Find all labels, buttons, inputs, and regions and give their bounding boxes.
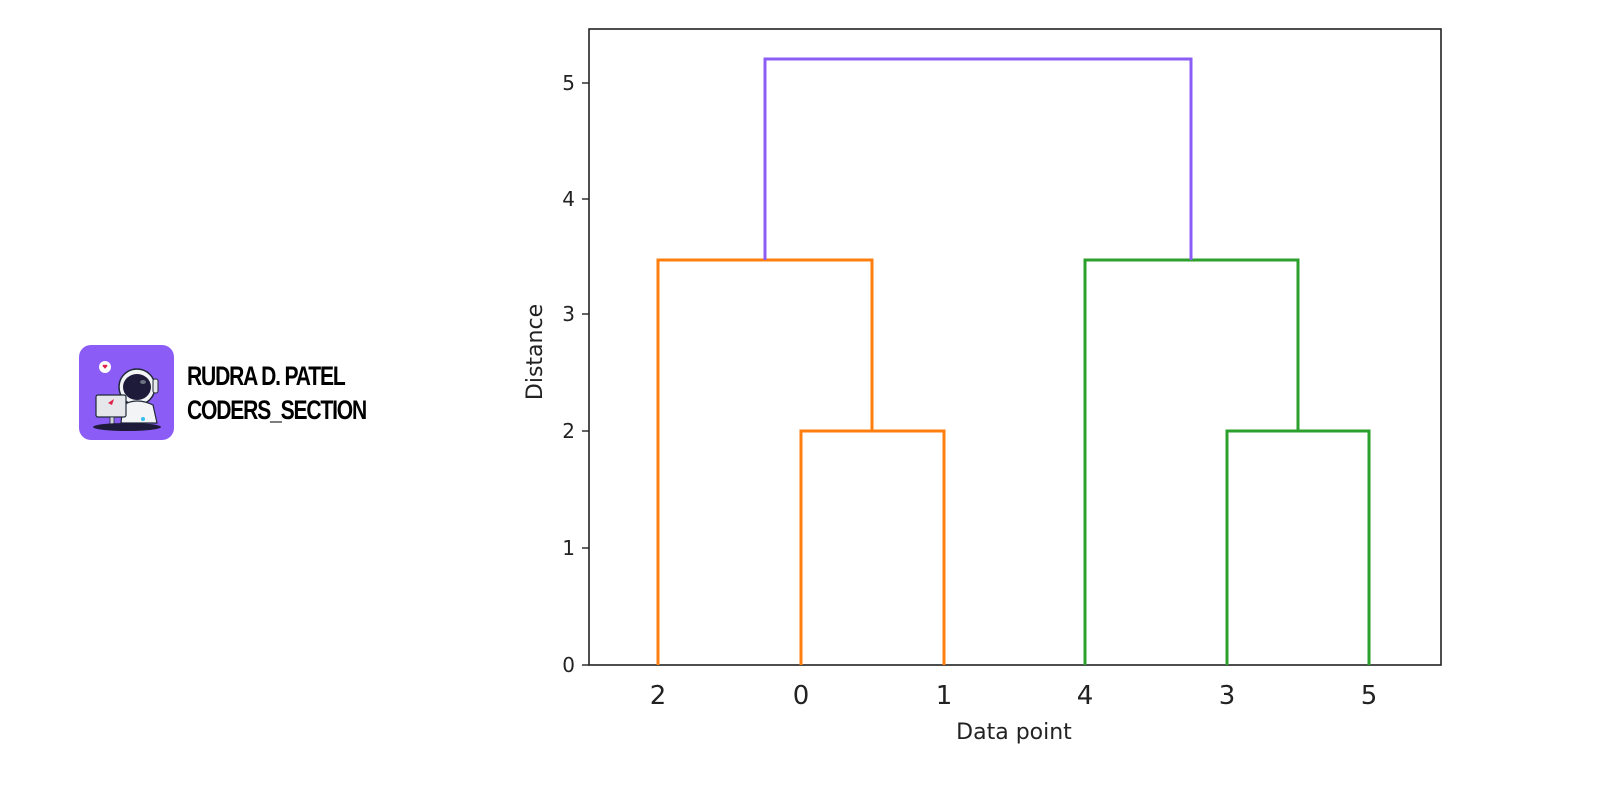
x-tick-leaf-0: 2 <box>650 681 667 711</box>
x-tick-leaf-2: 1 <box>936 681 953 711</box>
x-axis: 2 0 1 4 3 5 Data point <box>650 681 1378 745</box>
y-tick-5: 5 <box>562 71 575 95</box>
link-3-5 <box>1225 429 1371 665</box>
branding: RUDRA D. PATEL CODERS_SECTION <box>79 345 417 440</box>
x-axis-label: Data point <box>956 720 1072 745</box>
x-tick-leaf-3: 4 <box>1077 681 1094 711</box>
brand-name: RUDRA D. PATEL CODERS_SECTION <box>187 359 367 427</box>
plot-frame <box>588 28 1442 666</box>
y-tick-2: 2 <box>562 419 575 443</box>
x-tick-leaf-4: 3 <box>1219 681 1236 711</box>
x-tick-leaf-1: 0 <box>793 681 810 711</box>
link-root <box>763 57 1193 260</box>
y-axis: 0 1 2 3 4 5 Distance <box>523 71 589 677</box>
y-axis-label: Distance <box>523 304 548 400</box>
link-4-35 <box>1083 258 1300 665</box>
brand-name-line2: CODERS_SECTION <box>187 394 367 425</box>
brand-name-line1: RUDRA D. PATEL <box>187 360 346 391</box>
y-tick-0: 0 <box>562 653 575 677</box>
x-tick-leaf-5: 5 <box>1361 681 1378 711</box>
y-tick-4: 4 <box>562 187 575 211</box>
link-0-1 <box>799 429 946 665</box>
y-tick-3: 3 <box>562 302 575 326</box>
link-2-01 <box>656 258 874 665</box>
astronaut-at-computer-icon <box>79 345 174 440</box>
y-tick-1: 1 <box>562 536 575 560</box>
dendrogram-links <box>656 57 1371 665</box>
